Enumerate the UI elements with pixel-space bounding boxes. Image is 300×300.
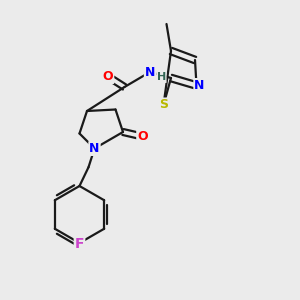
Text: N: N xyxy=(89,142,100,155)
Text: H: H xyxy=(157,72,166,82)
Text: S: S xyxy=(159,98,168,112)
Text: O: O xyxy=(137,130,148,143)
Text: N: N xyxy=(145,65,155,79)
Text: F: F xyxy=(75,237,84,250)
Text: N: N xyxy=(194,79,205,92)
Text: O: O xyxy=(103,70,113,83)
